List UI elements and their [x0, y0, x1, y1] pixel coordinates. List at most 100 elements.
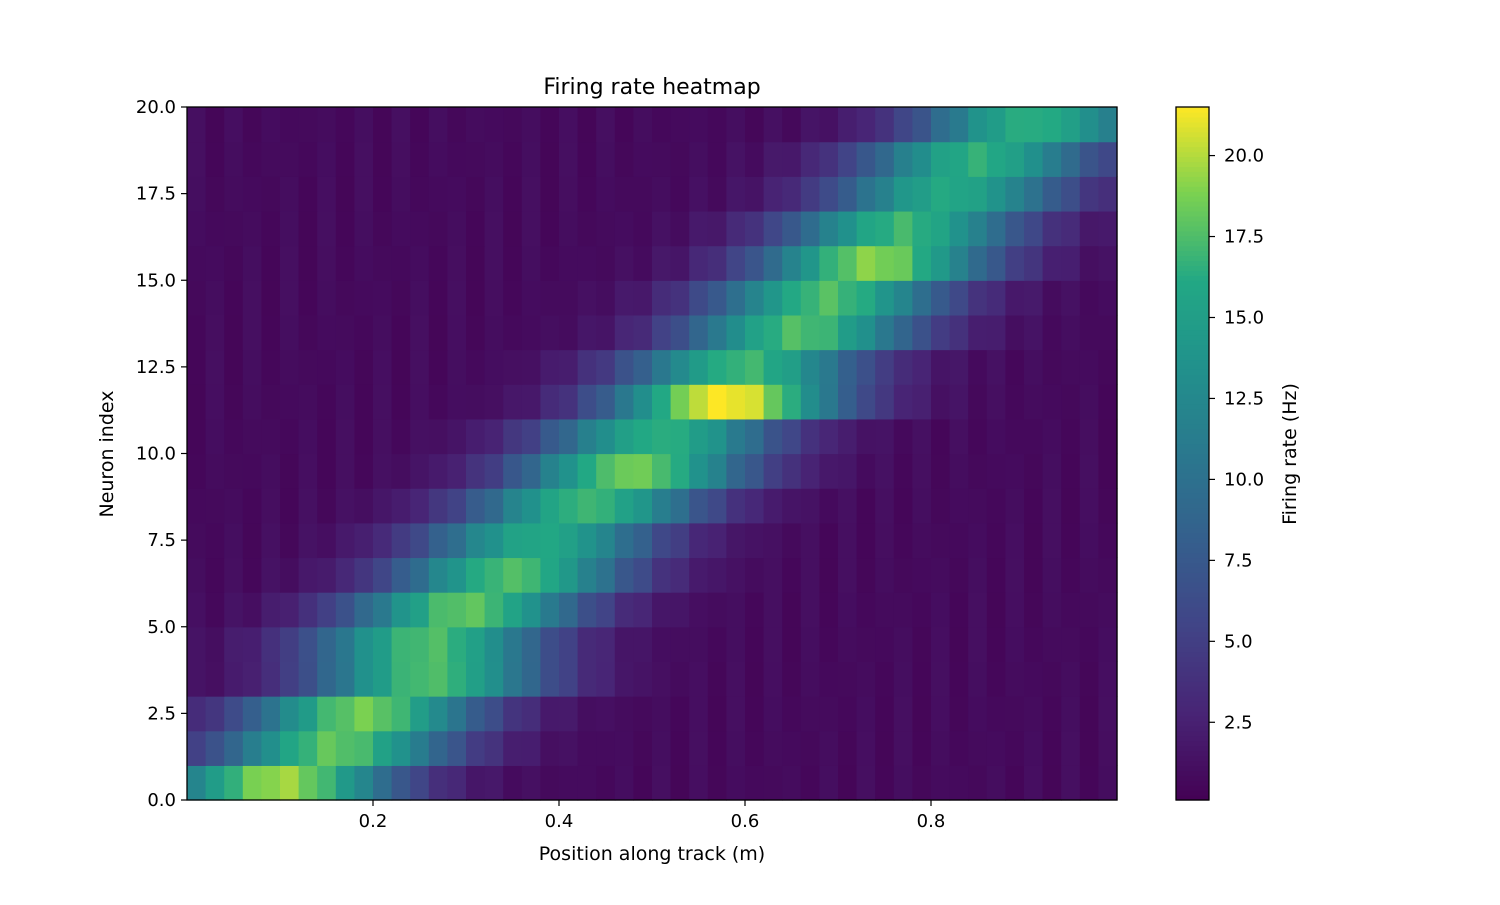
- heatmap-cell: [856, 384, 876, 420]
- heatmap-cell: [410, 488, 430, 524]
- heatmap-cell: [1098, 488, 1118, 524]
- heatmap-cell: [1024, 488, 1044, 524]
- heatmap-cell: [893, 210, 913, 247]
- heatmap-cell: [1098, 592, 1118, 628]
- heatmap-cell: [298, 245, 318, 281]
- heatmap-cell: [373, 314, 393, 351]
- heatmap-cell: [205, 314, 225, 351]
- heatmap-cell: [224, 141, 244, 177]
- heatmap-cell: [614, 176, 634, 212]
- colorbar-step: [1176, 790, 1209, 796]
- heatmap-cell: [689, 522, 709, 559]
- heatmap-cell: [298, 661, 318, 697]
- heatmap-cell: [466, 453, 486, 489]
- heatmap-cell: [745, 592, 765, 628]
- heatmap-cell: [317, 765, 337, 801]
- heatmap-cell: [577, 453, 597, 489]
- heatmap-cell: [745, 141, 765, 177]
- heatmap-cell: [521, 314, 541, 351]
- heatmap-cell: [912, 280, 932, 316]
- heatmap-cell: [633, 661, 653, 697]
- heatmap-cell: [484, 245, 504, 281]
- colorbar-step: [1176, 577, 1209, 583]
- heatmap-cell: [410, 349, 430, 385]
- heatmap-cell: [968, 488, 988, 524]
- heatmap-cell: [986, 210, 1006, 247]
- colorbar-step: [1176, 587, 1209, 593]
- heatmap-cell: [949, 592, 969, 628]
- heatmap-cell: [1098, 384, 1118, 420]
- heatmap-cell: [838, 349, 858, 385]
- colorbar-step: [1176, 715, 1209, 722]
- heatmap-cell: [261, 453, 281, 489]
- heatmap-cell: [652, 141, 672, 177]
- heatmap-cell: [596, 349, 616, 385]
- colorbar-step: [1176, 413, 1209, 420]
- heatmap-cell: [652, 349, 672, 385]
- heatmap-cell: [577, 210, 597, 247]
- heatmap-cell: [335, 107, 355, 143]
- colorbar-step: [1176, 201, 1209, 207]
- heatmap-cell: [373, 626, 393, 662]
- heatmap-cell: [373, 210, 393, 247]
- heatmap-cell: [1061, 696, 1081, 732]
- heatmap-cell: [745, 314, 765, 351]
- heatmap-cell: [428, 384, 448, 420]
- heatmap-cell: [373, 384, 393, 420]
- heatmap-cell: [317, 696, 337, 732]
- heatmap-cell: [875, 210, 895, 247]
- colorbar-step: [1176, 210, 1209, 217]
- heatmap-cell: [856, 280, 876, 316]
- heatmap-cell: [838, 661, 858, 697]
- heatmap-cell: [800, 210, 820, 247]
- heatmap-cell: [298, 626, 318, 662]
- heatmap-cell: [447, 210, 467, 247]
- heatmap-cell: [391, 176, 411, 212]
- colorbar-step: [1176, 354, 1209, 361]
- colorbar-step: [1176, 527, 1209, 534]
- heatmap-cell: [875, 592, 895, 628]
- heatmap-cell: [1005, 245, 1025, 281]
- heatmap-cell: [503, 176, 523, 212]
- heatmap-cell: [373, 696, 393, 732]
- heatmap-cell: [986, 349, 1006, 385]
- heatmap-cell: [652, 522, 672, 559]
- heatmap-cell: [633, 730, 653, 766]
- heatmap-cell: [931, 245, 951, 281]
- colorbar-step: [1176, 656, 1209, 662]
- heatmap-cell: [447, 176, 467, 212]
- heatmap-cell: [391, 314, 411, 351]
- heatmap-cell: [875, 418, 895, 455]
- heatmap-cell: [856, 557, 876, 593]
- heatmap-cell: [707, 522, 727, 559]
- heatmap-cell: [614, 245, 634, 281]
- heatmap-cell: [1061, 280, 1081, 316]
- heatmap-cell: [968, 696, 988, 732]
- heatmap-cell: [577, 107, 597, 143]
- heatmap-cell: [986, 107, 1006, 143]
- heatmap-cell: [447, 245, 467, 281]
- heatmap-cell: [838, 557, 858, 593]
- heatmap-cell: [986, 557, 1006, 593]
- heatmap-cell: [912, 349, 932, 385]
- heatmap-cell: [1061, 107, 1081, 143]
- heatmap-cell: [521, 661, 541, 697]
- colorbar-step: [1176, 681, 1209, 687]
- colorbar-label: Firing rate (Hz): [1279, 383, 1301, 525]
- heatmap-cell: [447, 592, 467, 628]
- heatmap-cell: [800, 592, 820, 628]
- heatmap-cell: [1005, 765, 1025, 801]
- heatmap-cell: [596, 280, 616, 316]
- heatmap-cell: [1061, 245, 1081, 281]
- heatmap-cell: [652, 384, 672, 420]
- heatmap-cell: [875, 522, 895, 559]
- heatmap-cell: [931, 592, 951, 628]
- heatmap-cell: [1024, 522, 1044, 559]
- heatmap-cell: [1005, 592, 1025, 628]
- heatmap-cell: [261, 626, 281, 662]
- heatmap-cell: [1024, 176, 1044, 212]
- heatmap-cell: [540, 696, 560, 732]
- heatmap-cell: [242, 141, 262, 177]
- heatmap-cell: [670, 592, 690, 628]
- heatmap-cell: [893, 453, 913, 489]
